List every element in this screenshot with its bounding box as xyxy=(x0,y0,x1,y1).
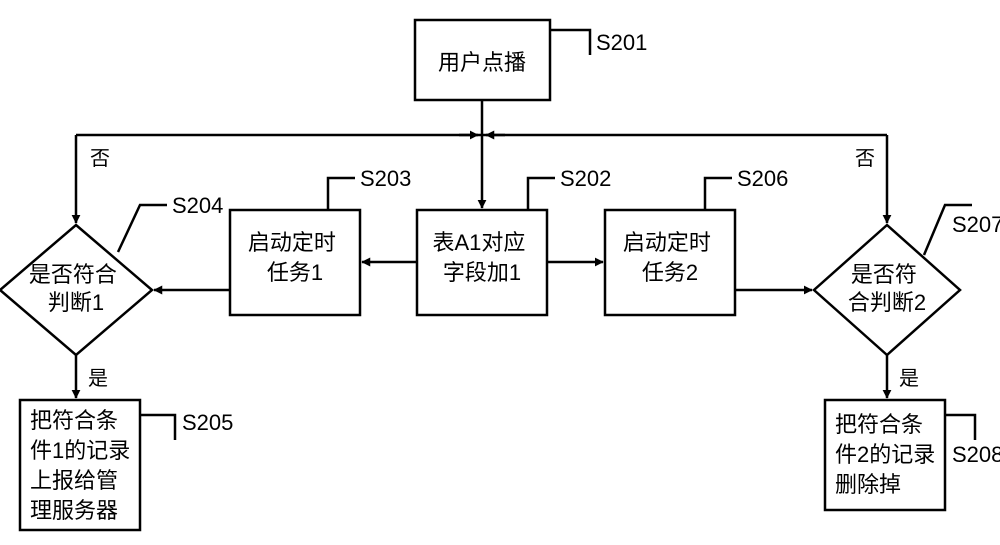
s205-line1: 把符合条 xyxy=(30,408,118,433)
s203-id: S203 xyxy=(360,166,411,191)
node-s205: 把符合条 件1的记录 上报给管 理服务器 xyxy=(20,400,140,530)
label-s206: S206 xyxy=(705,166,788,210)
s202-id: S202 xyxy=(560,166,611,191)
s205-id: S205 xyxy=(182,410,233,435)
s204-line1: 是否符合 xyxy=(29,262,117,287)
svg-text:用户点播: 用户点播 xyxy=(438,50,526,75)
s204-id: S204 xyxy=(172,193,223,218)
s208-line2: 件2的记录 xyxy=(835,442,935,467)
svg-text:是否符合 判断1: 是否符合 判断1 xyxy=(29,262,123,315)
top-split xyxy=(76,100,887,208)
s204-line2: 判断1 xyxy=(48,290,104,315)
node-s206: 启动定时 任务2 xyxy=(605,210,735,315)
s203-line2: 任务1 xyxy=(267,260,323,285)
s202-line1: 表A1对应 xyxy=(432,230,525,255)
s201-id: S201 xyxy=(596,30,647,55)
label-s204: S204 xyxy=(118,193,223,252)
s203-line1: 启动定时 xyxy=(248,230,336,255)
s207-line1: 是否符 xyxy=(851,262,917,287)
svg-text:表A1对应 字段加1: 表A1对应 字段加1 xyxy=(432,230,531,285)
label-s203: S203 xyxy=(328,166,411,210)
node-s201: 用户点播 xyxy=(415,20,550,100)
label-s208: S208 xyxy=(945,415,1000,467)
s202-line2: 字段加1 xyxy=(443,260,521,285)
label-s207: S207 xyxy=(924,205,1000,255)
svg-text:是否符 合判断2: 是否符 合判断2 xyxy=(848,262,926,315)
node-s208: 把符合条 件2的记录 删除掉 xyxy=(825,400,945,510)
edge-no-left: 否 xyxy=(90,148,110,170)
s208-id: S208 xyxy=(952,442,1000,467)
svg-text:把符合条 件2的记录 删除掉: 把符合条 件2的记录 删除掉 xyxy=(835,412,941,497)
s207-line2: 合判断2 xyxy=(848,290,926,315)
node-s204: 是否符合 判断1 xyxy=(0,225,152,355)
s205-line3: 上报给管 xyxy=(30,468,118,493)
s205-line2: 件1的记录 xyxy=(30,438,130,463)
svg-text:把符合条 件1的记录 上报给管: 把符合条 件1的记录 上报给管 理服务器 xyxy=(30,408,136,523)
label-s201: S201 xyxy=(550,30,647,55)
svg-text:启动定时 任务1: 启动定时 任务1 xyxy=(248,230,342,285)
s205-line4: 理服务器 xyxy=(30,498,118,523)
label-s202: S202 xyxy=(528,166,611,210)
node-s203: 启动定时 任务1 xyxy=(230,210,360,315)
edge-no-right: 否 xyxy=(855,148,875,170)
s206-id: S206 xyxy=(737,166,788,191)
node-s202: 表A1对应 字段加1 xyxy=(417,210,547,315)
edge-yes-left: 是 xyxy=(88,368,108,390)
s206-line1: 启动定时 xyxy=(623,230,711,255)
label-s205: S205 xyxy=(140,410,233,440)
edge-yes-right: 是 xyxy=(899,368,919,390)
s208-line1: 把符合条 xyxy=(835,412,923,437)
s207-id: S207 xyxy=(952,212,1000,237)
svg-text:启动定时 任务2: 启动定时 任务2 xyxy=(623,230,717,285)
s206-line2: 任务2 xyxy=(642,260,698,285)
node-s207: 是否符 合判断2 xyxy=(814,225,960,355)
s201-line1: 用户点播 xyxy=(438,50,526,75)
s208-line3: 删除掉 xyxy=(835,472,901,497)
